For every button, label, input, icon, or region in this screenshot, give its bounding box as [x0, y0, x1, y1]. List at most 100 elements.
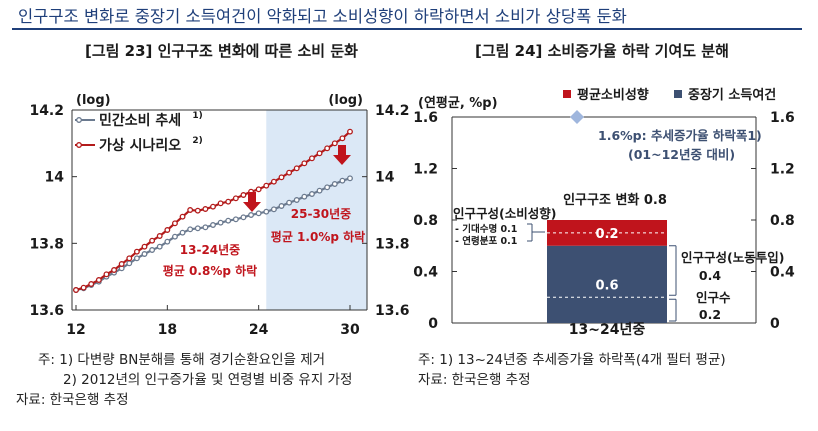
scenario-point	[232, 195, 239, 202]
trend-point	[308, 191, 315, 197]
trend-point	[187, 226, 194, 233]
bar-income-value-label: 0.6	[595, 278, 618, 293]
scenario-point	[149, 237, 156, 244]
right-source: 자료: 한국은행 추정	[418, 372, 531, 388]
right-annotation-labor-title: 인구구성(노동투입)	[681, 250, 784, 265]
bar-y-tick-label-left: 0.8	[413, 213, 438, 229]
trend-point	[301, 193, 308, 200]
scenario-point	[141, 243, 148, 250]
right-note-1: 주: 1) 13~24년중 추세증가율 하락폭(4개 필터 평균)	[418, 352, 726, 368]
trend-point	[255, 210, 262, 217]
left-annotation-item-1: - 기대수명 0.1	[455, 223, 517, 235]
scenario-point	[187, 207, 194, 213]
trend-point	[270, 206, 277, 213]
bar-y-tick-label-left: 0.4	[413, 265, 438, 281]
y-tick-label-right: 13.6	[375, 303, 410, 319]
left-annotation-title: 인구구성(소비성향)	[453, 206, 556, 221]
scenario-point	[339, 135, 346, 142]
trend-point	[126, 260, 133, 267]
bar-propensity-value-label: 0.2	[595, 227, 618, 242]
trend-point	[316, 187, 323, 194]
y-tick-label-right: 14	[375, 170, 395, 186]
trend-point	[347, 175, 353, 182]
trend-point	[141, 251, 148, 257]
trend-point	[240, 214, 247, 221]
trend-point	[202, 224, 209, 231]
trend-point	[210, 222, 216, 228]
bar-y-tick-label-right: 0.4	[770, 265, 795, 281]
y-tick-label-left: 14.2	[29, 103, 64, 119]
bar-y-tick-label-right: 0	[770, 316, 780, 332]
legend-swatch-marker	[76, 142, 82, 148]
trend-point	[194, 225, 201, 232]
forecast-shaded-region	[266, 110, 367, 310]
scenario-point	[194, 207, 201, 214]
trend-point	[278, 203, 285, 209]
legend-superscript: 1)	[192, 111, 202, 121]
bar-total-label: 인구구조 변화 0.8	[563, 192, 667, 208]
scenario-point	[202, 206, 209, 212]
legend-superscript: 2)	[192, 136, 202, 146]
y-tick-label-right: 13.8	[375, 236, 410, 252]
scenario-point	[133, 248, 140, 255]
trend-point	[293, 197, 300, 203]
scenario-point	[293, 165, 300, 172]
scenario-point	[225, 198, 232, 205]
trend-point	[171, 233, 178, 240]
scenario-point	[316, 150, 323, 157]
scenario-point	[240, 192, 247, 198]
scenario-point	[179, 213, 186, 220]
trend-point	[324, 184, 331, 191]
trend-point	[339, 177, 346, 184]
bar-y-tick-label-right: 1.6	[770, 110, 795, 126]
diamond-note-line2: (01~12년중 대비)	[628, 147, 735, 162]
trend-point	[179, 229, 186, 236]
legend-swatch-income	[674, 90, 682, 98]
trend-point	[331, 181, 338, 187]
y-tick-label-left: 14	[45, 170, 65, 186]
trend-point	[248, 212, 255, 218]
scenario-point	[156, 233, 163, 239]
scenario-point	[324, 145, 331, 152]
scenario-point	[331, 140, 338, 147]
trend-point	[156, 243, 163, 250]
trend-point	[149, 247, 156, 253]
trend-decline-diamond	[570, 110, 584, 124]
bar-y-tick-label-right: 0.8	[770, 213, 795, 229]
x-tick-label: 24	[249, 322, 269, 338]
scenario-point	[308, 155, 315, 162]
scenario-point	[171, 220, 178, 227]
left-note-1: 주: 1) 다변량 BN분해를 통해 경기순환요인을 제거	[38, 352, 326, 368]
bar-y-tick-label-left: 1.6	[413, 110, 438, 126]
scenario-point	[111, 267, 118, 273]
scenario-point	[95, 277, 102, 283]
annotation-13-24-label: 13-24년중	[180, 243, 240, 257]
right-unit-label: (log)	[328, 93, 363, 108]
scenario-point	[103, 271, 110, 278]
diamond-note-line1: 1.6%p: 추세증가율 하락폭1)	[598, 128, 762, 143]
trend-point	[263, 208, 270, 215]
left-unit-label: (log)	[76, 93, 111, 108]
scenario-point	[164, 227, 171, 233]
bar-income-segment	[547, 245, 667, 323]
legend-swatch-propensity	[563, 90, 571, 98]
down-arrow-25-30	[333, 145, 351, 165]
left-source: 자료: 한국은행 추정	[16, 392, 129, 408]
bar-y-tick-label-left: 1.2	[413, 162, 438, 178]
down-arrow-13-24	[243, 192, 261, 212]
legend-label-propensity: 평균소비성향	[577, 87, 649, 103]
left-note-2: 2) 2012년의 인구증가율 및 연령별 비중 유지 가정	[63, 372, 353, 388]
headline: 인구구조 변화로 중장기 소득여건이 악화되고 소비성향이 하락하면서 소비가 …	[12, 4, 802, 30]
scenario-point	[80, 284, 87, 291]
scenario-point	[286, 169, 293, 176]
trend-point	[217, 219, 224, 226]
legend-swatch-marker	[76, 117, 82, 123]
annotation-25-30-label: 25-30년중	[291, 207, 351, 221]
x-tick-label: 12	[66, 322, 85, 338]
left-annotation-item-2: - 연령분포 0.1	[455, 235, 517, 247]
legend-label-income: 중장기 소득여건	[688, 87, 776, 103]
y-tick-label-right: 14.2	[375, 103, 410, 119]
trend-point	[225, 217, 232, 224]
scenario-point	[73, 287, 79, 293]
